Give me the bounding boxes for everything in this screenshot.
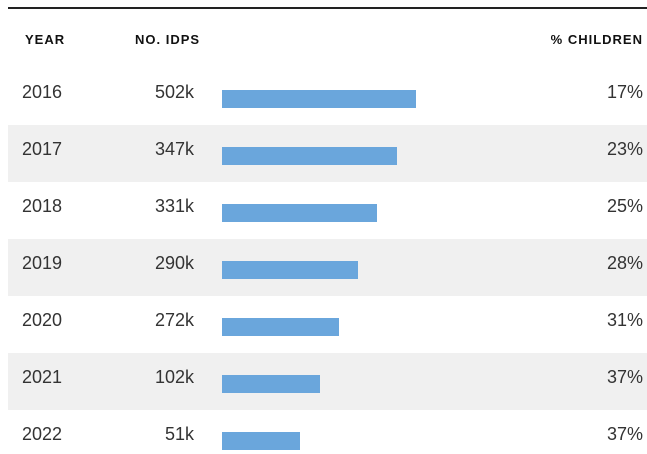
top-rule [8,7,647,9]
bar-decoration [222,318,339,336]
table-row: 2020 272k 31% [8,296,647,353]
children-cell: 17% [606,82,643,102]
year-cell: 2018 [22,196,63,216]
bar-decoration [222,261,359,279]
children-cell: 37% [606,367,643,387]
bar-decoration [222,90,416,108]
table-row: 2017 347k 23% [8,125,647,182]
bar-decoration [222,432,301,450]
idps-cell: 331k [154,196,194,216]
year-cell: 2019 [22,253,63,273]
header-children: % CHILDREN [550,32,643,47]
children-cell: 28% [606,253,643,273]
bar-decoration [222,204,378,222]
year-cell: 2020 [22,310,63,330]
header-idps: NO. IDPS [135,32,201,47]
table-row: 2021 102k 37% [8,353,647,410]
year-cell: 2016 [22,82,63,102]
year-cell: 2021 [22,367,63,387]
idps-cell: 102k [154,367,194,387]
children-cell: 37% [606,424,643,444]
idps-cell: 272k [154,310,194,330]
header-year: YEAR [25,32,66,47]
idps-cell: 347k [154,139,194,159]
year-cell: 2017 [22,139,63,159]
idps-cell: 290k [154,253,194,273]
bar-decoration [222,147,397,165]
children-cell: 23% [606,139,643,159]
table-row: 2016 502k 17% [8,68,647,125]
table-row: 2019 290k 28% [8,239,647,296]
table-row: 2022 51k 37% [8,410,647,454]
idps-cell: 502k [154,82,194,102]
idps-cell: 51k [164,424,194,444]
year-cell: 2022 [22,424,63,444]
table-row: 2018 331k 25% [8,182,647,239]
bar-decoration [222,375,320,393]
children-cell: 25% [606,196,643,216]
children-cell: 31% [606,310,643,330]
